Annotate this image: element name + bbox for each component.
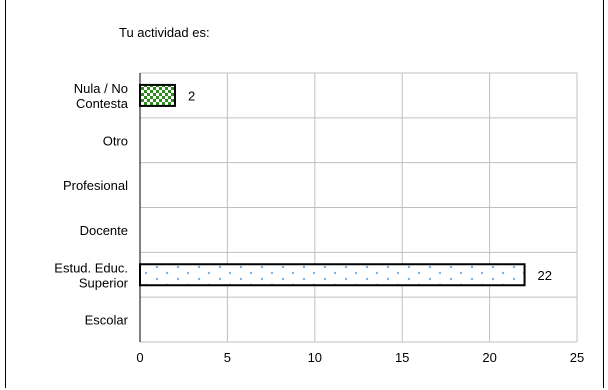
category-label: Otro: [103, 133, 128, 148]
x-tick-label: 20: [482, 350, 496, 365]
category-label: Contesta: [76, 96, 129, 111]
grid: [140, 72, 578, 343]
category-label: Escolar: [85, 313, 129, 328]
chart-title: Tu actividad es:: [119, 25, 210, 40]
data-label: 22: [538, 268, 552, 283]
category-label: Nula / No: [74, 81, 128, 96]
chart-frame: [5, 0, 604, 388]
category-label: Superior: [79, 275, 129, 290]
bar: [139, 83, 176, 107]
bar: [139, 263, 526, 287]
data-labels: 222: [188, 88, 552, 282]
category-label: Docente: [80, 223, 128, 238]
data-label: 2: [188, 88, 195, 103]
x-tick-label: 25: [570, 350, 584, 365]
category-label: Estud. Educ.: [54, 260, 128, 275]
category-label: Profesional: [63, 178, 128, 193]
x-tick-label: 10: [308, 350, 322, 365]
x-tick-labels: 0 5 10 15 20 25: [136, 350, 584, 365]
x-tick-label: 0: [136, 350, 143, 365]
x-tick-label: 5: [224, 350, 231, 365]
bars: [139, 83, 526, 287]
x-tick-label: 15: [395, 350, 409, 365]
